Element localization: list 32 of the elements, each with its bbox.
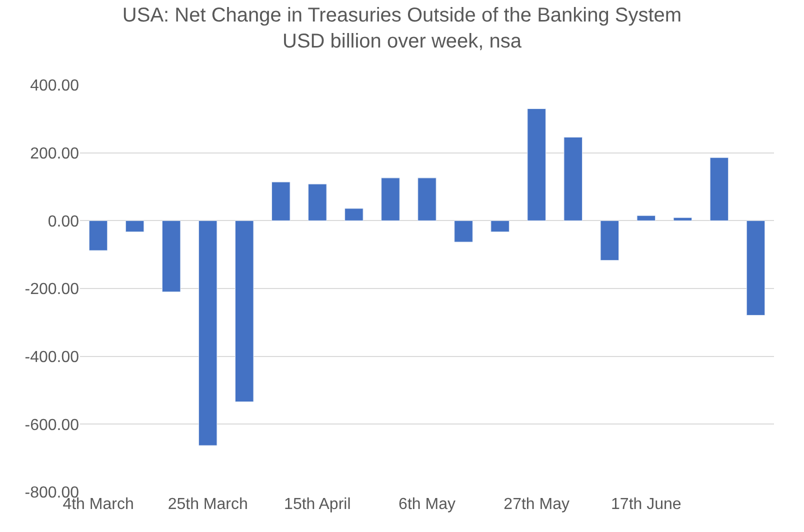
x-tick-label: 15th April [284, 496, 351, 513]
bar [490, 220, 510, 232]
x-tick-label: 25th March [168, 496, 248, 513]
bar [272, 182, 290, 221]
bar [673, 217, 692, 221]
bar [125, 220, 144, 232]
bar [418, 178, 436, 221]
bar [381, 178, 400, 221]
chart-subtitle: USD billion over week, nsa [282, 30, 522, 52]
y-tick-label: -400.00 [24, 348, 80, 366]
bar [746, 220, 766, 316]
bar [344, 208, 364, 221]
y-tick-label: -200.00 [24, 281, 80, 298]
bar [600, 220, 620, 261]
y-tick-label: 0.00 [48, 213, 80, 230]
bar [198, 220, 218, 446]
bar [564, 136, 582, 221]
bar [710, 157, 729, 221]
bar [527, 108, 546, 221]
bar [162, 220, 181, 292]
bar [88, 220, 108, 251]
bar [234, 220, 254, 402]
bar [454, 220, 473, 242]
bar [308, 184, 327, 221]
y-tick-label: 200.00 [30, 145, 80, 162]
x-tick-label: 17th June [611, 496, 682, 513]
chart-title: USA: Net Change in Treasuries Outside of the Banking System [122, 4, 682, 26]
bar [636, 215, 656, 221]
x-tick-label: 27th May [504, 496, 570, 513]
y-tick-label: -600.00 [24, 416, 80, 434]
x-tick-label: 6th May [398, 496, 456, 513]
y-tick-label: 400.00 [30, 78, 80, 95]
